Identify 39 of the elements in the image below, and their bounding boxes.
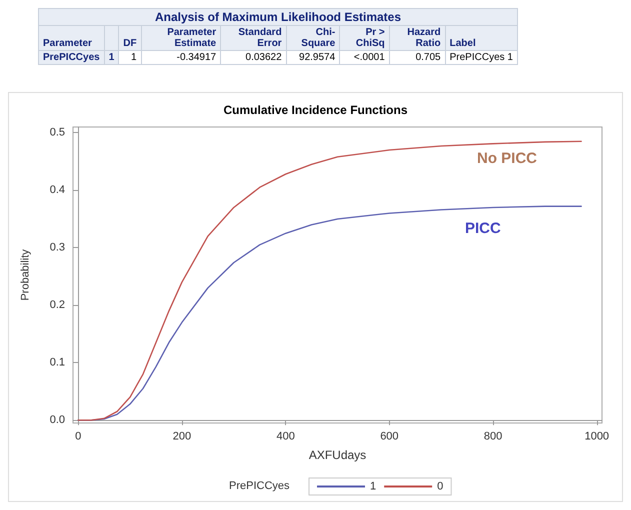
- text: PrePICCyes 1: [450, 52, 513, 63]
- text: 0.03622: [246, 52, 282, 63]
- category-label: DF: [118, 26, 142, 50]
- y-tick-label: 0.3: [50, 242, 65, 254]
- y-tick-label: 0.4: [50, 184, 65, 196]
- category-label: Hazard Ratio: [389, 26, 446, 50]
- y-tick-label: 0.2: [50, 299, 65, 312]
- y-tick-label: 0.5: [50, 126, 65, 139]
- x-tick-label: 800: [484, 430, 502, 442]
- text: 1: [131, 52, 137, 63]
- category-label: Parameter: [38, 26, 104, 50]
- x-tick-label: 1000: [584, 430, 610, 442]
- x-tick-label: 400: [276, 430, 295, 442]
- text: 1: [108, 52, 114, 63]
- text: 92.9574: [299, 52, 336, 63]
- chart-title: Cumulative Incidence Functions: [223, 103, 408, 117]
- text: 0.705: [416, 52, 441, 63]
- text: Analysis of Maximum Likelihood Estimates: [38, 8, 518, 26]
- category-label: Parameter Estimate: [141, 26, 221, 50]
- x-tick-label: 600: [380, 430, 399, 442]
- legend-label: 1: [370, 480, 376, 492]
- text: <.0001: [354, 52, 385, 63]
- y-tick-label: 0.0: [50, 414, 65, 426]
- legend-title: PrePICCyes: [229, 480, 290, 492]
- annotation: PICC: [465, 220, 502, 237]
- category-label: Chi-Square: [286, 26, 340, 50]
- text: -0.34917: [176, 52, 216, 63]
- x-tick-label: 200: [172, 430, 192, 442]
- annotation: No PICC: [477, 150, 538, 167]
- category-label: Label: [445, 26, 518, 50]
- text: PrePICCyes: [43, 52, 100, 63]
- x-axis-title: AXFUdays: [308, 448, 366, 462]
- legend-label: 0: [437, 480, 444, 492]
- line-series: [78, 140, 582, 421]
- category-label: Standard Error: [220, 26, 286, 50]
- y-axis-title: Probability: [20, 248, 32, 301]
- x-tick-label: 0: [75, 430, 82, 442]
- category-label: Pr > ChiSq: [340, 26, 390, 50]
- y-tick-label: 0.1: [50, 356, 65, 369]
